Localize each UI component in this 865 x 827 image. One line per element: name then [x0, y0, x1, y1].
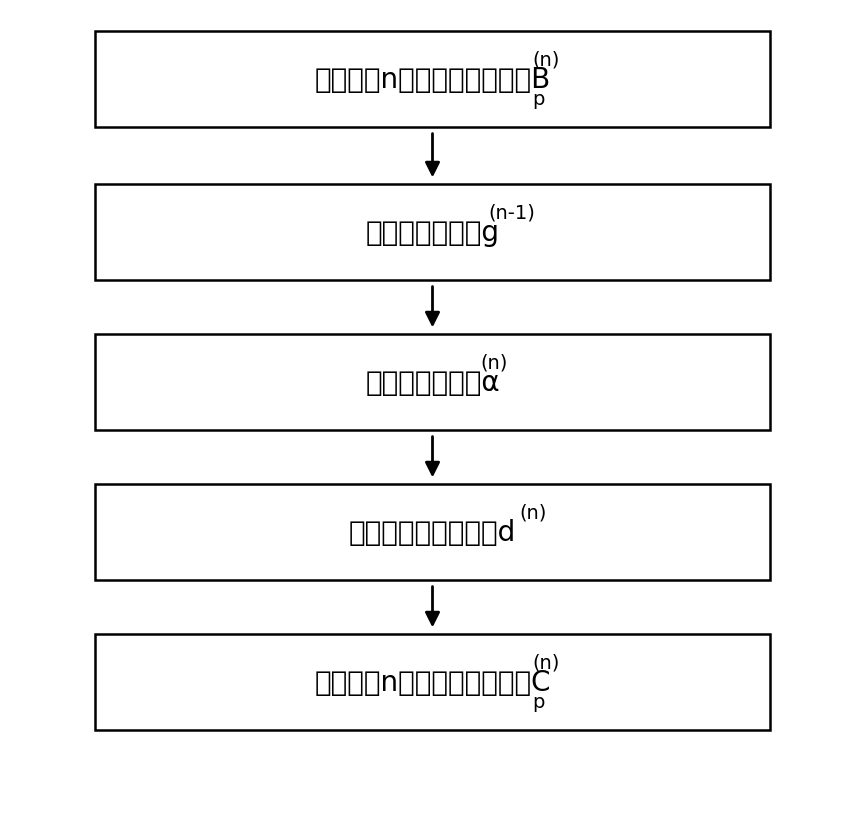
FancyBboxPatch shape — [95, 185, 770, 280]
Text: (n): (n) — [532, 50, 560, 69]
Text: 计算加速因子：α: 计算加速因子：α — [365, 369, 500, 396]
Text: p: p — [532, 692, 544, 711]
FancyBboxPatch shape — [95, 32, 770, 127]
Text: 计算加速方向向量：d: 计算加速方向向量：d — [349, 519, 516, 547]
Text: (n-1): (n-1) — [489, 203, 535, 222]
Text: 计算加速梯度：g: 计算加速梯度：g — [366, 218, 499, 246]
Text: 输入：第n次迭代的迭代结果B: 输入：第n次迭代的迭代结果B — [314, 66, 551, 94]
FancyBboxPatch shape — [95, 485, 770, 580]
Text: p: p — [532, 90, 544, 109]
FancyBboxPatch shape — [95, 335, 770, 430]
FancyBboxPatch shape — [95, 634, 770, 729]
Text: (n): (n) — [519, 503, 547, 522]
Text: 输出：第n次迭代的预测结果C: 输出：第n次迭代的预测结果C — [314, 668, 551, 696]
Text: (n): (n) — [480, 353, 508, 372]
Text: (n): (n) — [532, 653, 560, 672]
